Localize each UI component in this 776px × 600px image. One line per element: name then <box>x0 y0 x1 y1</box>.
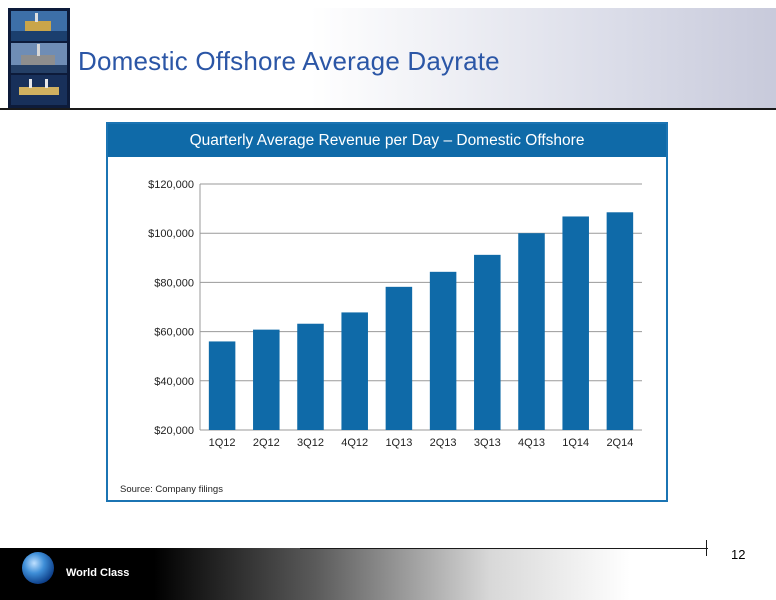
x-tick-label: 1Q13 <box>385 437 412 449</box>
rig-photo-3 <box>11 75 67 105</box>
y-tick-label: $80,000 <box>154 277 194 289</box>
slide-header: Domestic Offshore Average Dayrate <box>0 8 776 110</box>
rig-photo-1 <box>11 11 67 41</box>
x-tick-label: 3Q12 <box>297 437 324 449</box>
x-tick-label: 4Q12 <box>341 437 368 449</box>
bar <box>208 341 236 430</box>
y-tick-label: $60,000 <box>154 327 194 339</box>
bar <box>297 323 324 430</box>
x-tick-label: 2Q13 <box>430 437 457 449</box>
bar <box>385 286 413 430</box>
chart-panel: Quarterly Average Revenue per Day – Dome… <box>106 122 668 502</box>
chart-title: Quarterly Average Revenue per Day – Dome… <box>108 124 666 157</box>
source-note: Source: Company filings <box>120 484 223 495</box>
y-tick-label: $100,000 <box>148 228 194 240</box>
x-tick-label: 3Q13 <box>474 437 501 449</box>
y-tick-label: $120,000 <box>148 179 194 191</box>
x-tick-label: 1Q12 <box>209 437 236 449</box>
footer-divider <box>300 548 708 549</box>
page-number: 12 <box>731 547 746 562</box>
rig-photo-2 <box>11 43 67 73</box>
footer-band <box>0 548 700 600</box>
x-tick-label: 4Q13 <box>518 437 545 449</box>
bar-chart: $20,000 $40,000 $60,000 $80,000 $100,000 $120… <box>148 179 642 449</box>
x-tick-label: 2Q14 <box>606 437 633 449</box>
bar <box>474 254 501 430</box>
slide-footer: World Class <box>0 540 776 600</box>
bar <box>518 233 545 430</box>
bar <box>253 329 280 430</box>
x-tick-label: 2Q12 <box>253 437 280 449</box>
y-tick-label: $40,000 <box>154 376 194 388</box>
bar <box>429 271 457 430</box>
brand-tagline: World Class <box>66 567 130 579</box>
slide-title: Domestic Offshore Average Dayrate <box>78 46 500 76</box>
bar <box>341 312 368 430</box>
x-tick-label: 1Q14 <box>562 437 589 449</box>
bar <box>562 216 589 430</box>
y-tick-label: $20,000 <box>154 425 194 437</box>
offshore-rig-photo-strip <box>8 8 70 108</box>
globe-logo-icon <box>22 552 54 584</box>
bar <box>606 212 634 430</box>
footer-divider-tick <box>706 540 707 556</box>
